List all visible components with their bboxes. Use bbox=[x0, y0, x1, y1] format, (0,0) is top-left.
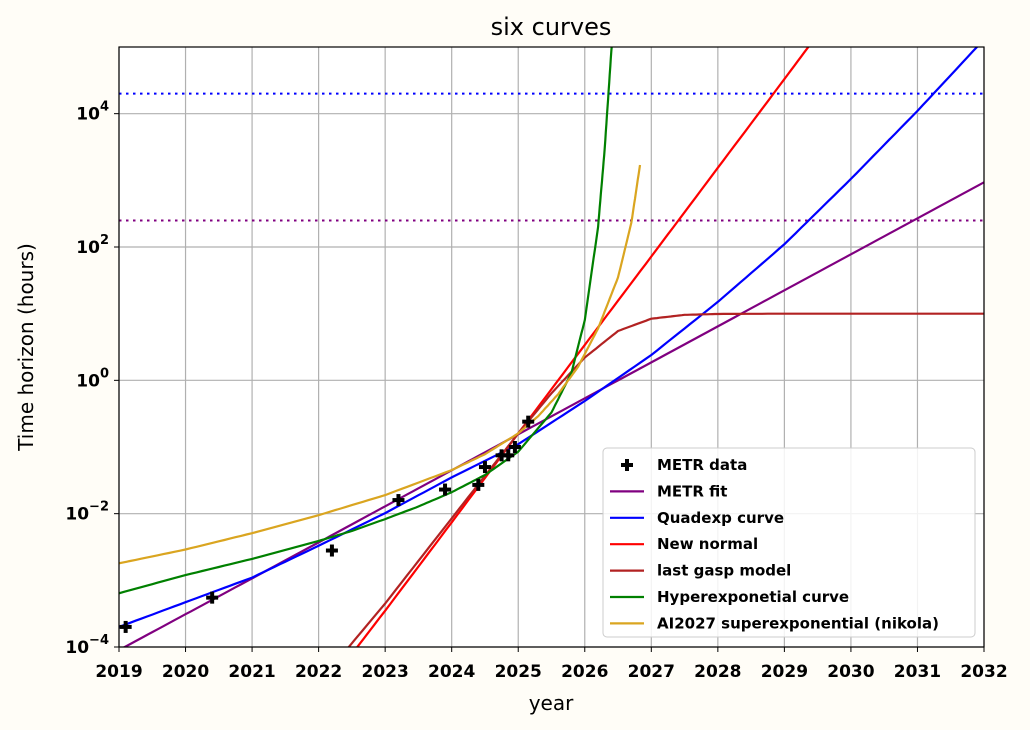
legend-label: Hyperexponetial curve bbox=[657, 588, 849, 606]
metr-data-point bbox=[508, 441, 521, 453]
x-tick-label: 2021 bbox=[228, 662, 275, 682]
legend-label: New normal bbox=[657, 535, 758, 553]
legend-label: Quadexp curve bbox=[657, 509, 784, 527]
y-tick-label: 104 bbox=[76, 100, 109, 125]
x-tick-label: 2025 bbox=[495, 662, 542, 682]
x-tick-label: 2019 bbox=[95, 662, 142, 682]
x-tick-label: 2032 bbox=[960, 662, 1007, 682]
x-axis-label: year bbox=[529, 691, 574, 715]
legend: METR data METR fit Quadexp curve New normal… bbox=[602, 447, 976, 638]
legend-entry-metr-data: METR data bbox=[621, 456, 747, 474]
metr-data-point bbox=[206, 591, 219, 604]
x-tick-label: 2024 bbox=[428, 662, 475, 682]
series-lines bbox=[119, 47, 984, 647]
y-tick-label: 10−4 bbox=[65, 633, 109, 658]
series-line-new-normal bbox=[355, 47, 810, 647]
x-tick-label: 2020 bbox=[162, 662, 209, 682]
legend-box bbox=[602, 447, 976, 638]
metr-data-point bbox=[522, 415, 535, 428]
x-tick-label: 2028 bbox=[694, 662, 741, 682]
legend-entry-hyperexponetial-curve: Hyperexponetial curve bbox=[610, 588, 849, 606]
legend-entry-new-normal: New normal bbox=[610, 535, 758, 553]
y-tick-label: 10−2 bbox=[65, 500, 109, 525]
metr-data-point bbox=[502, 449, 515, 462]
series-line-quadexp-curve bbox=[119, 47, 979, 628]
legend-marker-plus bbox=[621, 459, 633, 471]
x-tick-label: 2030 bbox=[827, 662, 874, 682]
x-axis-ticks: 2019 2020 2021 2022 2023 2024 2025 2026 2027 2028… bbox=[95, 647, 1008, 682]
x-tick-label: 2027 bbox=[628, 662, 675, 682]
metr-data-point bbox=[325, 544, 338, 557]
legend-entry-ai2027-superexponential-nikola: AI2027 superexponential (nikola) bbox=[610, 614, 939, 632]
y-tick-label: 100 bbox=[76, 366, 109, 391]
y-axis-label: Time horizon (hours) bbox=[14, 243, 38, 452]
y-axis-ticks: 10−4 10−2 100 102 104 bbox=[65, 100, 119, 658]
legend-label: AI2027 superexponential (nikola) bbox=[657, 614, 939, 632]
series-line-last-gasp-model bbox=[347, 312, 984, 647]
legend-label: METR fit bbox=[657, 482, 727, 500]
metr-data-point bbox=[392, 494, 405, 507]
legend-entry-metr-fit: METR fit bbox=[610, 482, 727, 500]
legend-label: last gasp model bbox=[657, 562, 791, 580]
metr-data-point bbox=[478, 461, 491, 474]
x-tick-label: 2031 bbox=[894, 662, 941, 682]
chart-title: six curves bbox=[491, 13, 612, 41]
legend-entry-last-gasp-model: last gasp model bbox=[610, 562, 791, 580]
series-line-hyperexponetial-curve bbox=[119, 47, 613, 595]
series-line-ai2027-superexponential-nikola bbox=[119, 164, 642, 565]
x-tick-label: 2023 bbox=[361, 662, 408, 682]
metr-data-point bbox=[439, 483, 452, 496]
metr-data-point bbox=[472, 478, 485, 491]
legend-label: METR data bbox=[657, 456, 747, 474]
plot-frame bbox=[118, 46, 985, 648]
metr-data-points bbox=[119, 415, 535, 633]
legend-entry-quadexp-curve: Quadexp curve bbox=[610, 509, 784, 527]
x-tick-label: 2026 bbox=[561, 662, 608, 682]
x-tick-label: 2022 bbox=[295, 662, 342, 682]
x-tick-label: 2029 bbox=[761, 662, 808, 682]
metr-data-point bbox=[119, 620, 132, 633]
y-tick-label: 102 bbox=[76, 233, 109, 258]
